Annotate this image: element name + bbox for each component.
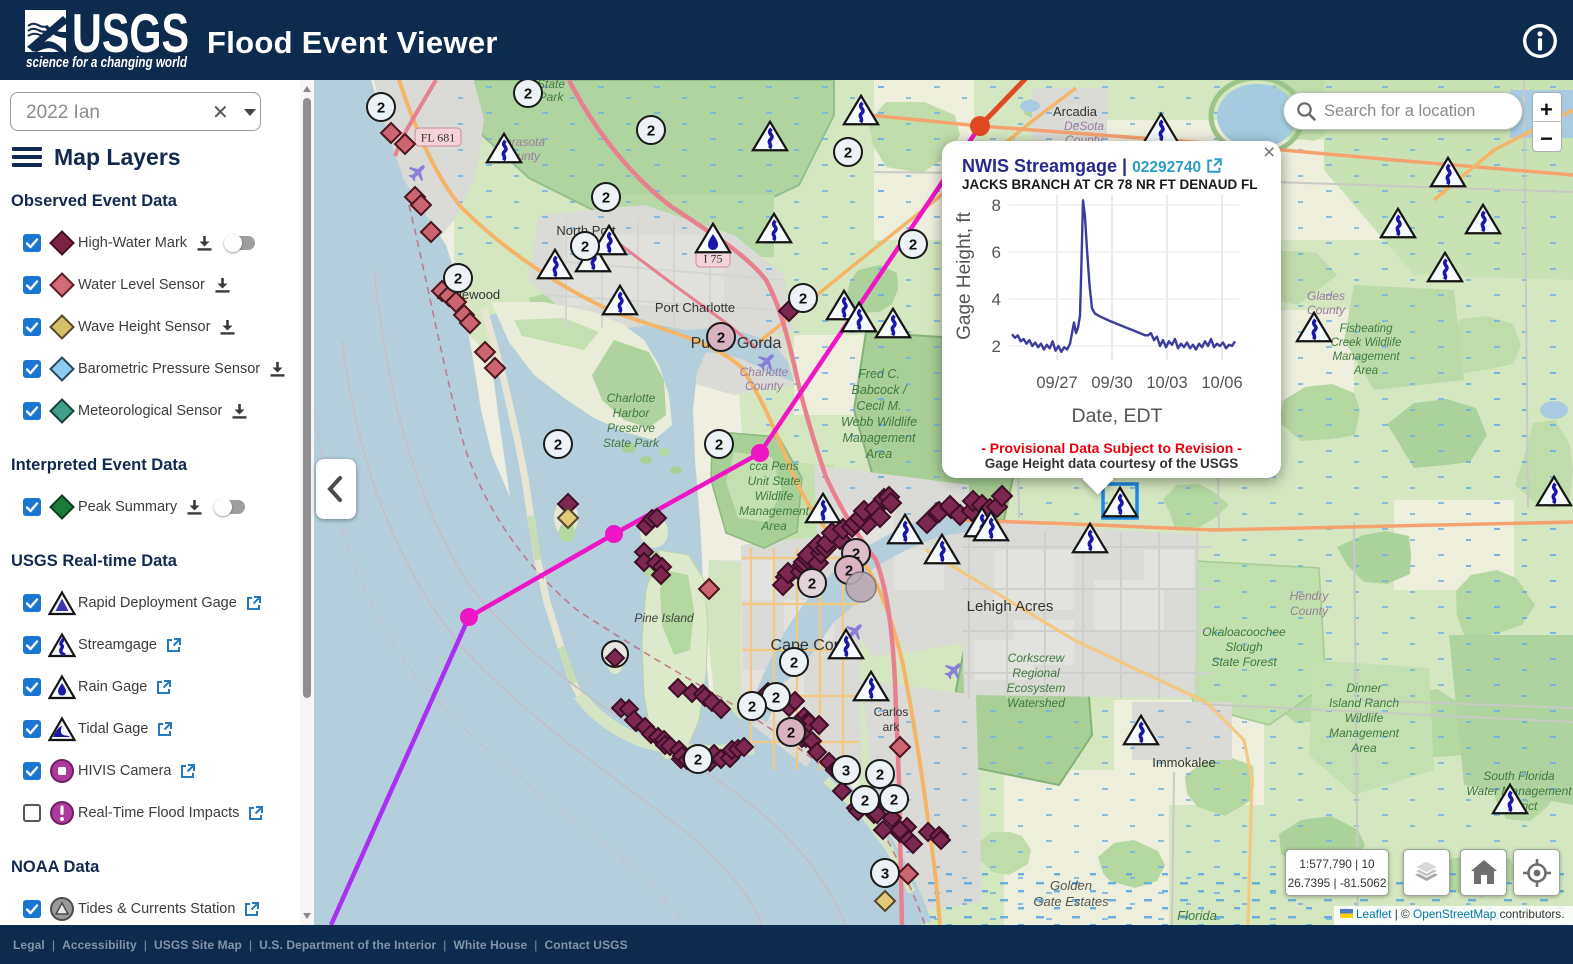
svg-text:Wildlife: Wildlife bbox=[1345, 711, 1384, 725]
svg-text:Carlos: Carlos bbox=[874, 705, 909, 719]
svg-text:Unit State: Unit State bbox=[748, 474, 801, 488]
svg-text:Management: Management bbox=[739, 504, 810, 518]
svg-text:Area: Area bbox=[1353, 365, 1378, 377]
svg-text:I 75: I 75 bbox=[704, 252, 723, 266]
svg-text:10/03: 10/03 bbox=[1146, 374, 1187, 392]
svg-text:Hendry: Hendry bbox=[1290, 589, 1330, 603]
svg-text:2: 2 bbox=[748, 699, 756, 716]
svg-text:South Florida: South Florida bbox=[1483, 769, 1555, 783]
svg-text:County: County bbox=[745, 379, 784, 393]
svg-text:2: 2 bbox=[861, 793, 869, 810]
svg-text:Area: Area bbox=[865, 447, 892, 461]
svg-text:Babcock /: Babcock / bbox=[852, 383, 908, 397]
svg-text:6: 6 bbox=[992, 243, 1001, 262]
svg-text:Management: Management bbox=[1332, 351, 1400, 363]
svg-text:Date, EDT: Date, EDT bbox=[1071, 405, 1162, 427]
svg-text:Slough: Slough bbox=[1225, 640, 1263, 654]
svg-text:2: 2 bbox=[581, 239, 589, 256]
svg-text:09/27: 09/27 bbox=[1036, 374, 1077, 392]
svg-text:cca Pens: cca Pens bbox=[749, 459, 798, 473]
svg-text:Webb Wildlife: Webb Wildlife bbox=[841, 415, 917, 429]
svg-text:2: 2 bbox=[454, 271, 462, 288]
svg-text:09/30: 09/30 bbox=[1091, 374, 1132, 392]
svg-text:Water Management: Water Management bbox=[1466, 784, 1572, 798]
svg-text:2: 2 bbox=[647, 123, 655, 140]
svg-text:Cecil M.: Cecil M. bbox=[856, 399, 901, 413]
svg-text:3: 3 bbox=[881, 866, 889, 883]
svg-text:County: County bbox=[1307, 303, 1346, 317]
svg-text:2: 2 bbox=[717, 330, 725, 347]
svg-text:Pine Island: Pine Island bbox=[634, 611, 694, 625]
svg-text:science for a changing world: science for a changing world bbox=[26, 55, 188, 71]
svg-text:DeSota: DeSota bbox=[1064, 119, 1104, 133]
svg-text:County: County bbox=[1290, 604, 1329, 618]
svg-text:USGS: USGS bbox=[72, 10, 189, 64]
svg-text:Management: Management bbox=[843, 431, 916, 445]
svg-text:Fisheating: Fisheating bbox=[1339, 323, 1393, 335]
svg-text:Ecosystem: Ecosystem bbox=[1007, 681, 1066, 695]
svg-text:2: 2 bbox=[844, 145, 852, 162]
svg-text:2: 2 bbox=[772, 690, 780, 707]
svg-text:ark: ark bbox=[883, 720, 901, 734]
svg-text:2: 2 bbox=[787, 725, 795, 742]
svg-text:Wildlife: Wildlife bbox=[755, 489, 794, 503]
svg-text:Regional: Regional bbox=[1012, 666, 1060, 680]
svg-text:Charlotte: Charlotte bbox=[740, 365, 789, 379]
svg-text:FL 681: FL 681 bbox=[421, 131, 456, 145]
svg-text:Corkscrew: Corkscrew bbox=[1008, 651, 1066, 665]
svg-text:Area: Area bbox=[760, 519, 787, 533]
svg-text:Okaloacoochee: Okaloacoochee bbox=[1202, 625, 1286, 639]
svg-text:Gate Estates: Gate Estates bbox=[1033, 894, 1109, 909]
svg-text:State Park: State Park bbox=[603, 436, 660, 450]
svg-text:4: 4 bbox=[992, 290, 1001, 309]
svg-text:8: 8 bbox=[992, 196, 1001, 215]
svg-text:2: 2 bbox=[992, 337, 1001, 356]
svg-text:Island Ranch: Island Ranch bbox=[1329, 696, 1399, 710]
svg-text:2: 2 bbox=[554, 437, 562, 454]
svg-text:2: 2 bbox=[790, 655, 798, 672]
svg-text:2: 2 bbox=[890, 792, 898, 809]
svg-text:2: 2 bbox=[715, 437, 723, 454]
svg-text:2: 2 bbox=[876, 767, 884, 784]
svg-text:2: 2 bbox=[845, 563, 853, 580]
svg-text:Fred C.: Fred C. bbox=[858, 367, 900, 381]
svg-text:2: 2 bbox=[852, 546, 860, 563]
svg-text:Lehigh Acres: Lehigh Acres bbox=[967, 598, 1054, 615]
svg-text:Charlotte: Charlotte bbox=[607, 391, 656, 405]
svg-text:2: 2 bbox=[808, 576, 816, 593]
svg-text:Park: Park bbox=[539, 90, 565, 104]
svg-text:2: 2 bbox=[602, 190, 610, 207]
svg-text:North Port: North Port bbox=[556, 223, 616, 238]
svg-text:2: 2 bbox=[377, 100, 385, 117]
svg-text:Punta Gorda: Punta Gorda bbox=[691, 335, 782, 352]
svg-text:Preserve: Preserve bbox=[607, 421, 655, 435]
svg-text:Arcadia: Arcadia bbox=[1053, 104, 1098, 119]
svg-text:Immokalee: Immokalee bbox=[1152, 755, 1216, 770]
svg-text:3: 3 bbox=[842, 763, 850, 780]
svg-text:Harbor: Harbor bbox=[613, 406, 651, 420]
svg-text:Watershed: Watershed bbox=[1007, 696, 1065, 710]
svg-text:Dinner: Dinner bbox=[1346, 681, 1382, 695]
svg-text:Area: Area bbox=[1350, 741, 1377, 755]
svg-text:Gage Height, ft: Gage Height, ft bbox=[954, 211, 975, 340]
svg-text:Golden: Golden bbox=[1050, 878, 1092, 893]
svg-text:Glades: Glades bbox=[1307, 289, 1345, 303]
svg-text:Management: Management bbox=[1329, 726, 1400, 740]
svg-text:State Forest: State Forest bbox=[1211, 655, 1277, 669]
svg-text:Florida: Florida bbox=[1177, 908, 1217, 923]
svg-text:2: 2 bbox=[799, 291, 807, 308]
svg-text:10/06: 10/06 bbox=[1201, 374, 1242, 392]
svg-text:State: State bbox=[537, 80, 565, 91]
svg-text:Creek Wildlife: Creek Wildlife bbox=[1331, 337, 1402, 349]
svg-text:Port Charlotte: Port Charlotte bbox=[655, 300, 735, 315]
svg-text:2: 2 bbox=[694, 752, 702, 769]
svg-text:2: 2 bbox=[909, 237, 917, 254]
svg-text:2: 2 bbox=[524, 86, 532, 103]
